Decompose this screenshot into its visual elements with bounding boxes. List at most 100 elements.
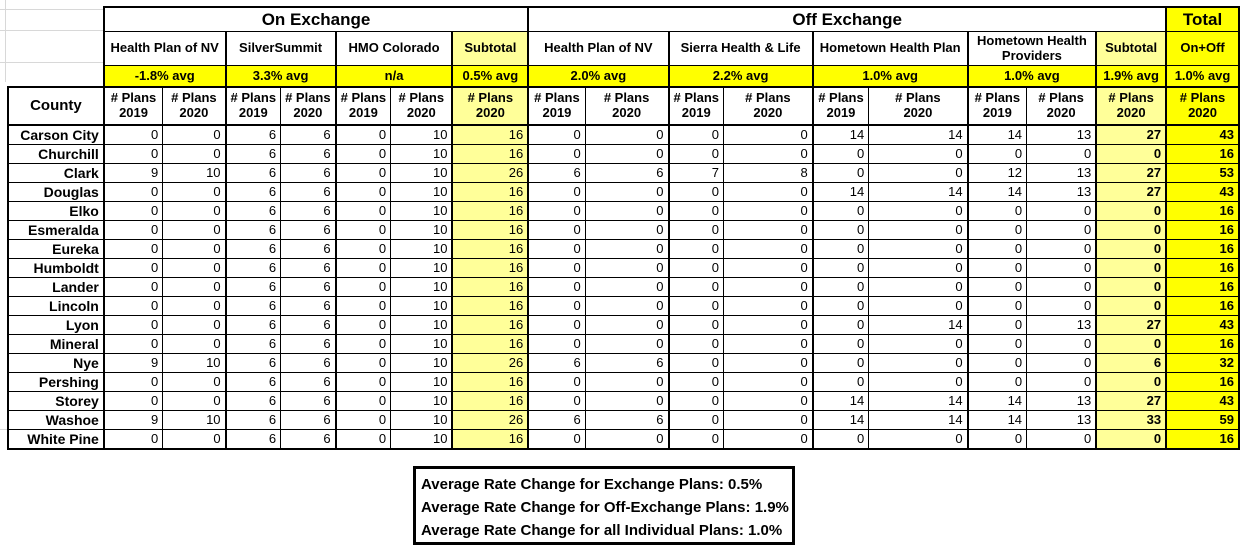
value-cell[interactable]: 0 xyxy=(811,429,870,450)
value-cell[interactable]: 10 xyxy=(390,144,453,164)
value-cell[interactable]: 43 xyxy=(1165,315,1240,335)
value-cell[interactable]: 0 xyxy=(1026,353,1097,373)
value-cell[interactable]: 16 xyxy=(1165,220,1240,240)
value-cell[interactable]: 16 xyxy=(1165,144,1240,164)
col-off-hhp-2020[interactable]: # Plans 2020 xyxy=(868,86,969,126)
carrier-on-health-plan-of-nv[interactable]: Health Plan of NV xyxy=(102,31,227,66)
value-cell[interactable]: 16 xyxy=(451,334,529,354)
value-cell[interactable]: 10 xyxy=(390,429,453,450)
value-cell[interactable]: 0 xyxy=(162,258,227,278)
value-cell[interactable]: 0 xyxy=(723,410,814,430)
value-cell[interactable]: 0 xyxy=(667,182,725,202)
county-cell[interactable]: Washoe xyxy=(7,410,105,430)
value-cell[interactable]: 0 xyxy=(1026,372,1097,392)
value-cell[interactable]: 0 xyxy=(102,277,164,297)
value-cell[interactable]: 0 xyxy=(584,372,670,392)
value-cell[interactable]: 0 xyxy=(868,163,969,183)
value-cell[interactable]: 6 xyxy=(280,410,337,430)
value-cell[interactable]: 6 xyxy=(527,163,586,183)
total-on-off-header[interactable]: On+Off xyxy=(1165,31,1240,66)
value-cell[interactable]: 6 xyxy=(224,258,282,278)
value-cell[interactable]: 10 xyxy=(390,391,453,411)
value-cell[interactable]: 0 xyxy=(723,277,814,297)
value-cell[interactable]: 0 xyxy=(527,315,586,335)
value-cell[interactable]: 10 xyxy=(390,258,453,278)
value-cell[interactable]: 9 xyxy=(102,163,164,183)
col-off-hpn-2019[interactable]: # Plans 2019 xyxy=(527,86,586,126)
county-cell[interactable]: Lyon xyxy=(7,315,105,335)
value-cell[interactable]: 0 xyxy=(162,124,227,145)
value-cell[interactable]: 0 xyxy=(1095,258,1167,278)
value-cell[interactable]: 14 xyxy=(966,391,1028,411)
value-cell[interactable]: 0 xyxy=(584,239,670,259)
value-cell[interactable]: 0 xyxy=(102,258,164,278)
value-cell[interactable]: 0 xyxy=(868,144,969,164)
value-cell[interactable]: 0 xyxy=(667,220,725,240)
value-cell[interactable]: 0 xyxy=(811,372,870,392)
value-cell[interactable]: 16 xyxy=(1165,429,1240,450)
value-cell[interactable]: 6 xyxy=(224,315,282,335)
value-cell[interactable]: 0 xyxy=(162,315,227,335)
value-cell[interactable]: 0 xyxy=(811,220,870,240)
value-cell[interactable]: 0 xyxy=(334,277,392,297)
value-cell[interactable]: 0 xyxy=(102,144,164,164)
col-off-hhpr-2020[interactable]: # Plans 2020 xyxy=(1026,86,1097,126)
average-rate-summary-box[interactable]: Average Rate Change for Exchange Plans: … xyxy=(413,466,795,545)
value-cell[interactable]: 16 xyxy=(451,315,529,335)
col-off-sierra-2019[interactable]: # Plans 2019 xyxy=(667,86,725,126)
value-cell[interactable]: 43 xyxy=(1165,182,1240,202)
value-cell[interactable]: 0 xyxy=(811,239,870,259)
value-cell[interactable]: 0 xyxy=(723,334,814,354)
value-cell[interactable]: 0 xyxy=(667,315,725,335)
value-cell[interactable]: 16 xyxy=(1165,201,1240,221)
value-cell[interactable]: 0 xyxy=(584,124,670,145)
value-cell[interactable]: 0 xyxy=(584,391,670,411)
value-cell[interactable]: 0 xyxy=(1026,239,1097,259)
value-cell[interactable]: 16 xyxy=(451,124,529,145)
value-cell[interactable]: 16 xyxy=(1165,334,1240,354)
value-cell[interactable]: 16 xyxy=(1165,239,1240,259)
value-cell[interactable]: 8 xyxy=(723,163,814,183)
value-cell[interactable]: 0 xyxy=(102,334,164,354)
value-cell[interactable]: 6 xyxy=(224,277,282,297)
value-cell[interactable]: 6 xyxy=(280,258,337,278)
carrier-on-hmo-colorado[interactable]: HMO Colorado xyxy=(334,31,453,66)
value-cell[interactable]: 0 xyxy=(723,353,814,373)
value-cell[interactable]: 6 xyxy=(224,391,282,411)
value-cell[interactable]: 0 xyxy=(334,201,392,221)
value-cell[interactable]: 0 xyxy=(966,315,1028,335)
value-cell[interactable]: 10 xyxy=(162,163,227,183)
value-cell[interactable]: 0 xyxy=(966,220,1028,240)
value-cell[interactable]: 10 xyxy=(390,220,453,240)
carrier-off-health-plan-of-nv[interactable]: Health Plan of NV xyxy=(527,31,670,66)
value-cell[interactable]: 10 xyxy=(390,334,453,354)
value-cell[interactable]: 0 xyxy=(102,296,164,316)
value-cell[interactable]: 6 xyxy=(280,144,337,164)
value-cell[interactable]: 6 xyxy=(280,391,337,411)
value-cell[interactable]: 14 xyxy=(811,410,870,430)
value-cell[interactable]: 0 xyxy=(723,429,814,450)
value-cell[interactable]: 10 xyxy=(162,410,227,430)
county-cell[interactable]: Humboldt xyxy=(7,258,105,278)
county-column-header[interactable]: County xyxy=(7,86,105,126)
value-cell[interactable]: 32 xyxy=(1165,353,1240,373)
value-cell[interactable]: 0 xyxy=(584,144,670,164)
value-cell[interactable]: 10 xyxy=(390,201,453,221)
value-cell[interactable]: 0 xyxy=(868,296,969,316)
value-cell[interactable]: 0 xyxy=(102,182,164,202)
value-cell[interactable]: 0 xyxy=(527,296,586,316)
value-cell[interactable]: 16 xyxy=(451,258,529,278)
value-cell[interactable]: 0 xyxy=(1026,258,1097,278)
value-cell[interactable]: 0 xyxy=(723,220,814,240)
value-cell[interactable]: 0 xyxy=(162,391,227,411)
value-cell[interactable]: 27 xyxy=(1095,124,1167,145)
value-cell[interactable]: 10 xyxy=(162,353,227,373)
value-cell[interactable]: 0 xyxy=(162,239,227,259)
value-cell[interactable]: 0 xyxy=(334,334,392,354)
value-cell[interactable]: 6 xyxy=(224,353,282,373)
value-cell[interactable]: 14 xyxy=(868,410,969,430)
value-cell[interactable]: 0 xyxy=(102,201,164,221)
value-cell[interactable]: 6 xyxy=(224,201,282,221)
value-cell[interactable]: 13 xyxy=(1026,315,1097,335)
col-on-hpn-2020[interactable]: # Plans 2020 xyxy=(162,86,227,126)
